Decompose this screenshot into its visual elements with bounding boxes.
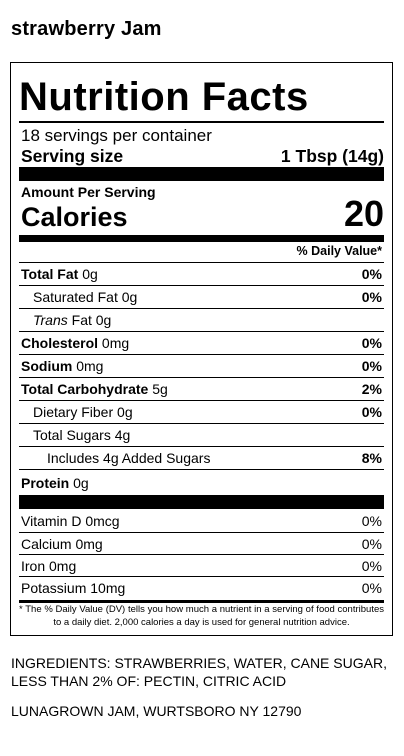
nutrient-label: Protein (21, 474, 70, 491)
nutrient-label: Saturated Fat (33, 289, 118, 305)
vitamin-label: Potassium 10mg (21, 579, 126, 596)
nutrient-amount: 0mg (76, 358, 104, 374)
nutrient-dv: 0% (361, 289, 382, 305)
nutrient-dv: 0% (361, 335, 382, 351)
nutrient-amount: 0g (121, 289, 138, 305)
servings-per-container: 18 servings per container (21, 126, 212, 145)
nutrient-label: Includes 4g Added Sugars (47, 450, 211, 466)
vitamin-label: Iron 0mg (21, 557, 77, 574)
nutrient-label: Sodium (21, 358, 73, 374)
calories-value: 20 (343, 193, 384, 234)
nutrient-dv: 2% (361, 381, 382, 397)
thick-divider-top (19, 167, 384, 181)
nutrient-row-cholesterol: Cholesterol 0mg 0% (19, 331, 384, 354)
nutrient-label: Total Carbohydrate (21, 381, 149, 397)
nutrient-label: Fat (71, 312, 92, 328)
vitamin-row: Calcium 0mg 0% (19, 532, 384, 555)
nutrient-row-saturated-fat: Saturated Fat 0g 0% (19, 285, 384, 308)
medium-divider (19, 235, 384, 242)
vitamin-dv: 0% (361, 579, 382, 596)
vitamin-label: Vitamin D 0mcg (21, 512, 120, 529)
product-title: strawberry Jam (11, 18, 162, 40)
ingredients-text: INGREDIENTS: STRAWBERRIES, WATER, CANE S… (11, 655, 387, 689)
nutrient-amount: 0g (95, 312, 112, 328)
serving-size-row: Serving size 1 Tbsp (14g) (21, 146, 384, 167)
nutrition-facts-label: Nutrition Facts 18 servings per containe… (10, 62, 393, 636)
nutrient-row-total-fat: Total Fat 0g 0% (19, 262, 384, 285)
nutrient-label: Cholesterol (21, 335, 99, 351)
daily-value-header: % Daily Value* (296, 244, 382, 258)
nutrient-amount: 0mg (101, 335, 130, 351)
vitamin-dv: 0% (361, 535, 382, 552)
nutrient-row-total-carbohydrate: Total Carbohydrate 5g 2% (19, 377, 384, 400)
daily-value-footnote: * The % Daily Value (DV) tells you how m… (19, 604, 384, 628)
nutrient-dv: 0% (361, 358, 382, 374)
vitamin-divider (19, 576, 384, 577)
nutrient-row-protein: Protein 0g (19, 469, 384, 495)
amount-per-serving: Amount Per Serving (21, 184, 156, 200)
nutrition-facts-title: Nutrition Facts (19, 75, 309, 119)
footnote-divider (19, 600, 384, 603)
nutrient-row-added-sugars: Includes 4g Added Sugars 8% (19, 446, 384, 469)
nutrient-row-trans-fat: Trans Fat 0g (19, 308, 384, 331)
nutrient-amount: 0g (82, 266, 98, 282)
nutrient-row-sodium: Sodium 0mg 0% (19, 354, 384, 377)
nutrient-amount: 5g (152, 381, 168, 397)
nutrient-row-total-sugars: Total Sugars 4g (19, 423, 384, 446)
calories-row: Calories 20 (21, 194, 384, 234)
nutrient-dv: 8% (361, 450, 382, 466)
vitamin-row: Iron 0mg 0% (19, 554, 384, 577)
nutrient-label: Dietary Fiber (33, 404, 114, 420)
vitamin-row: Potassium 10mg 0% (19, 576, 384, 599)
nutrient-dv: 0% (361, 404, 382, 420)
nutrient-amount: 0g (73, 474, 89, 491)
nutrient-label: Total Fat (21, 266, 79, 282)
vitamin-dv: 0% (361, 512, 382, 529)
calories-label: Calories (21, 202, 128, 232)
vitamin-label: Calcium 0mg (21, 535, 103, 552)
serving-size-label: Serving size (21, 146, 124, 166)
nutrient-label: Total Sugars (33, 427, 111, 443)
vitamin-row: Vitamin D 0mcg 0% (19, 509, 384, 532)
nutrient-amount: 4g (114, 427, 131, 443)
vitamin-dv: 0% (361, 557, 382, 574)
thick-divider-bottom (19, 495, 384, 509)
nutrient-label-italic: Trans (33, 312, 68, 328)
manufacturer-text: LUNAGROWN JAM, WURTSBORO NY 12790 (11, 703, 302, 719)
vitamin-divider (19, 554, 384, 555)
nutrient-amount: 0g (117, 404, 133, 420)
serving-size-value: 1 Tbsp (14g) (280, 146, 384, 166)
vitamin-divider (19, 532, 384, 533)
title-divider (19, 121, 384, 123)
nutrient-row-dietary-fiber: Dietary Fiber 0g 0% (19, 400, 384, 423)
nutrient-dv: 0% (361, 266, 382, 282)
